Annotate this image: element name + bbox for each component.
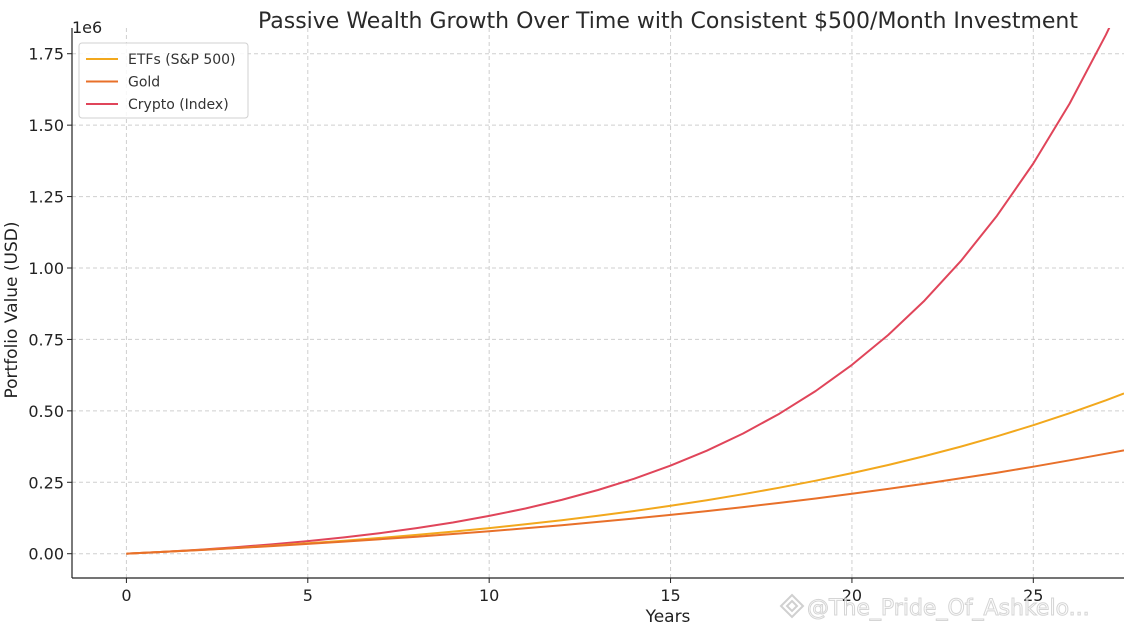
y-tick-label: 1.50 [28,116,64,135]
y-offset-label: 1e6 [72,18,102,37]
y-tick-label: 1.00 [28,259,64,278]
series-line-0 [126,392,1124,555]
x-tick-label: 20 [842,586,862,605]
x-tick-label: 5 [303,586,313,605]
grid [72,28,1124,578]
y-tick-label: 0.00 [28,545,64,564]
legend-label-0: ETFs (S&P 500) [128,52,236,68]
chart-title: Passive Wealth Growth Over Time with Con… [258,9,1078,34]
y-tick-label: 1.25 [28,188,64,207]
series-line-2 [126,28,1111,555]
legend-entries: ETFs (S&P 500) Gold Crypto (Index) [86,52,236,113]
plot-lines [126,28,1124,555]
y-tick-label: 1.75 [28,45,64,64]
watermark-text: @The_Pride_Of_Ashkelo... [807,596,1090,621]
x-tick-label: 10 [479,586,499,605]
y-axis-label: Portfolio Value (USD) [2,221,22,398]
x-tick-label: 25 [1023,586,1043,605]
legend-box [78,42,249,119]
y-tick-label: 0.50 [28,402,64,421]
y-tick-label: 0.75 [28,330,64,349]
axes [71,28,1124,579]
legend: ETFs (S&P 500) Gold Crypto (Index) [78,42,249,119]
x-tick-label: 15 [660,586,680,605]
watermark: @The_Pride_Of_Ashkelo... [779,593,1090,622]
legend-label-1: Gold [128,75,160,91]
x-tick-label: 0 [121,586,131,605]
series-line-1 [126,449,1124,555]
diamond-logo-icon [779,593,805,619]
y-tick-label: 0.25 [28,473,64,492]
legend-label-2: Crypto (Index) [128,97,229,113]
ticks: 0 5 10 15 20 25 0.00 0.25 0.50 0.75 1.00 1.25 1.50 1.… [28,45,1043,605]
x-axis-label: Years [645,607,691,627]
